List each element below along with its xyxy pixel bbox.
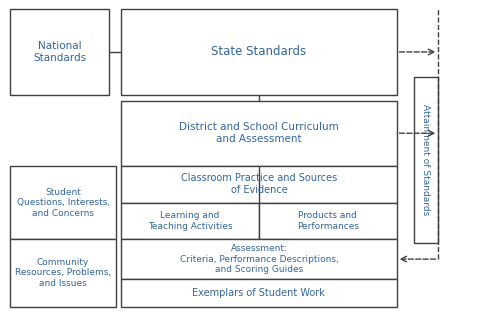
- Text: District and School Curriculum
and Assessment: District and School Curriculum and Asses…: [179, 122, 339, 144]
- Bar: [121, 9, 397, 94]
- Text: Products and
Performances: Products and Performances: [297, 211, 359, 231]
- Bar: [121, 203, 259, 239]
- Bar: [121, 279, 397, 307]
- Text: Attainment of Standards: Attainment of Standards: [422, 104, 430, 216]
- Bar: [121, 100, 397, 166]
- Text: State Standards: State Standards: [211, 46, 307, 58]
- Bar: [121, 166, 397, 203]
- Text: Student
Questions, Interests,
and Concerns: Student Questions, Interests, and Concer…: [17, 188, 109, 217]
- Text: Classroom Practice and Sources
of Evidence: Classroom Practice and Sources of Eviden…: [181, 173, 337, 195]
- Bar: [10, 9, 109, 94]
- Bar: [121, 239, 397, 279]
- Bar: [414, 77, 438, 243]
- Bar: [10, 166, 116, 239]
- Bar: [10, 239, 116, 307]
- Text: National
Standards: National Standards: [33, 41, 86, 63]
- Text: Community
Resources, Problems,
and Issues: Community Resources, Problems, and Issue…: [15, 258, 111, 288]
- Text: Assessment:
Criteria, Performance Descriptions,
and Scoring Guides: Assessment: Criteria, Performance Descri…: [179, 244, 338, 274]
- Text: Exemplars of Student Work: Exemplars of Student Work: [192, 288, 325, 298]
- Text: Learning and
Teaching Activities: Learning and Teaching Activities: [148, 211, 232, 231]
- Bar: [259, 203, 397, 239]
